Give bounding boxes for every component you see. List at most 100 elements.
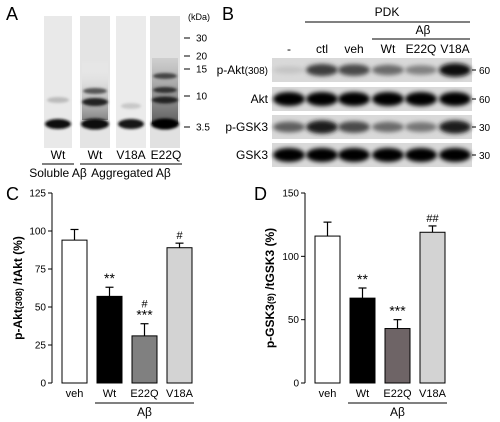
x-tick-label: veh	[319, 388, 337, 400]
significance-label: #	[176, 230, 183, 242]
ladder-label: 10	[196, 92, 208, 103]
panel-b-letter: B	[222, 4, 234, 24]
panel-letter: C	[6, 184, 19, 204]
blot-band	[439, 148, 471, 162]
panel-b-blots: p-Akt(308) 60 Akt 60 p-GSK3 30 GSK3 30	[217, 58, 491, 167]
gel-band	[151, 118, 179, 130]
blot-band	[273, 66, 305, 74]
y-tick-label: 50	[288, 315, 300, 326]
bar	[314, 235, 341, 384]
gel-band	[83, 88, 107, 94]
lane-label: E22Q	[151, 148, 182, 162]
significance-label: ***	[389, 303, 406, 319]
panel-c: C 0 25 50 75 100 125 p-Akt(308) /tAkt (%) veh ** W…	[6, 184, 194, 419]
blot-band	[338, 92, 370, 106]
abeta-label: Aβ	[416, 23, 431, 37]
bar	[166, 247, 193, 384]
pdk-label: PDK	[375, 5, 400, 19]
blot-band	[273, 92, 305, 106]
gel-band	[45, 119, 71, 129]
blot-band	[306, 120, 338, 134]
bar	[96, 295, 123, 384]
x-tick-label: V18A	[166, 388, 194, 400]
blot-band	[405, 148, 437, 162]
y-tick-label: 125	[29, 189, 46, 200]
bar	[61, 239, 88, 384]
significance-label: #	[141, 299, 148, 311]
y-tick-label: 25	[35, 341, 47, 352]
panel-a-unit: (kDa)	[188, 12, 210, 22]
lane-label: V18A	[440, 42, 469, 56]
gel-band	[121, 103, 141, 109]
panel-b-lane-labels: - ctl veh Wt E22Q V18A	[287, 42, 470, 56]
significance-label: ##	[426, 213, 439, 225]
gel-band	[118, 119, 144, 129]
significance-label: ***	[136, 307, 153, 323]
blot-band	[405, 65, 437, 75]
y-label-rest: /tAkt (%)	[11, 236, 25, 288]
blot-band	[372, 92, 404, 106]
y-label-main: p-GSK3	[263, 304, 277, 348]
significance-label: **	[357, 271, 368, 287]
x-tick-label: E22Q	[383, 388, 412, 400]
blot-row-label-main: Akt	[251, 92, 269, 106]
y-tick-label: 0	[293, 379, 299, 390]
panel-letter: D	[254, 184, 267, 204]
bar	[384, 328, 411, 384]
blot-band	[338, 148, 370, 162]
y-label-rest: /tGSK3 (%)	[263, 228, 277, 293]
ladder-label: 30	[196, 34, 208, 45]
group-label-aggregated: Aggregated Aβ	[91, 166, 171, 180]
lane-label: Wt	[51, 148, 66, 162]
blot-row-label: p-GSK3	[225, 120, 268, 134]
blot-band	[439, 120, 471, 134]
x-tick-label: Wt	[103, 388, 116, 400]
bar	[349, 297, 376, 384]
blot-band	[439, 92, 471, 106]
panel-a-gel	[44, 16, 180, 148]
panel-a-ladder: 30 20 15 10 3.5	[184, 34, 210, 134]
blot-band	[273, 121, 305, 133]
blot-band	[306, 64, 338, 76]
panel-a: A (kDa) 30 20 15 10 3.5	[6, 4, 210, 180]
panel-a-letter: A	[6, 4, 18, 24]
blot-row-label-main: p-GSK3	[225, 120, 268, 134]
blot-band	[372, 64, 404, 76]
marker-label: 60	[479, 95, 491, 106]
group-label: Aβ	[137, 405, 152, 419]
significance-label: **	[104, 270, 115, 286]
x-tick-label: V18A	[419, 388, 447, 400]
gel-band	[81, 118, 109, 130]
lane-label: Wt	[88, 148, 103, 162]
group-label: Aβ	[390, 405, 405, 419]
panel-a-lane-labels: Wt Wt V18A E22Q	[51, 148, 182, 162]
gel-band	[153, 73, 177, 79]
gel-band	[152, 96, 178, 104]
marker-label: 60	[479, 66, 491, 77]
y-tick-label: 100	[29, 227, 46, 238]
blot-band	[372, 148, 404, 162]
gel-band	[153, 87, 177, 93]
ladder-label: 15	[196, 65, 208, 76]
y-label-sub: (308)	[14, 288, 24, 309]
lane-label: V18A	[116, 148, 145, 162]
blot-band	[405, 92, 437, 106]
marker-label: 30	[479, 123, 491, 134]
bar	[131, 335, 158, 384]
gel-band	[82, 98, 108, 106]
blot-band	[405, 122, 437, 132]
blot-band	[439, 63, 471, 77]
y-tick-label: 0	[40, 379, 46, 390]
ladder-label: 3.5	[196, 123, 210, 134]
y-tick-label: 75	[35, 265, 47, 276]
y-tick-label: 150	[282, 189, 299, 200]
marker-label: 30	[479, 151, 491, 162]
blot-row-label: Akt	[251, 92, 269, 106]
blot-row-label-main: GSK3	[236, 148, 268, 162]
y-label-sub: (9)	[266, 293, 276, 304]
panel-d: D 0 50 100 150 p-GSK3(9) /tGSK3 (%) veh ** Wt ***…	[254, 184, 447, 419]
ladder-label: 20	[196, 52, 208, 63]
blot-band	[273, 148, 305, 162]
blot-band	[338, 121, 370, 133]
